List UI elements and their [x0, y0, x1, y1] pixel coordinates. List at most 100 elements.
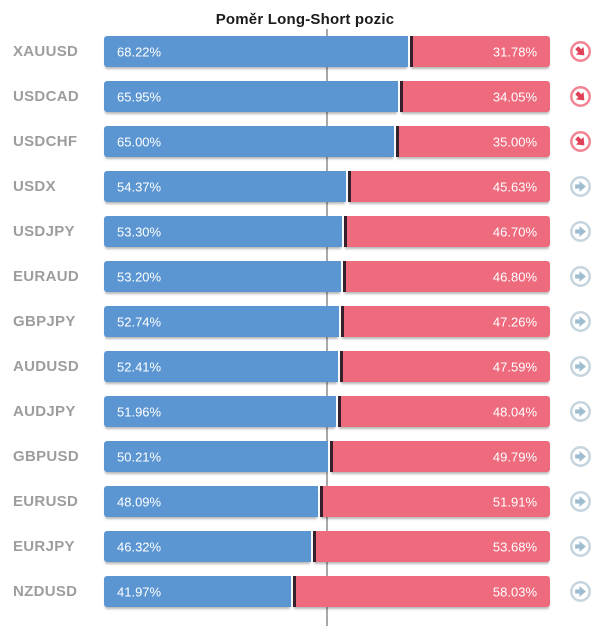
long-bar-segment: 68.22% [104, 36, 409, 67]
pair-row: NZDUSD 41.97% 58.03% [0, 569, 610, 614]
arrow-circle-right-icon [569, 446, 591, 467]
short-bar-segment: 45.63% [348, 171, 550, 202]
pair-symbol-label: USDJPY [13, 223, 75, 240]
pair-row: USDJPY 53.30% 46.70% [0, 209, 610, 254]
pair-row: GBPJPY 52.74% 47.26% [0, 299, 610, 344]
short-bar-segment: 53.68% [312, 531, 550, 562]
ratio-bar: 50.21% 49.79% [104, 441, 550, 472]
arrow-circle-right-icon [569, 356, 591, 377]
short-bar-segment: 47.59% [339, 351, 550, 382]
pair-symbol-label: AUDUSD [13, 358, 79, 375]
long-bar-segment: 48.09% [104, 486, 319, 517]
trend-icon-button[interactable] [550, 310, 610, 333]
long-percent-label: 53.30% [117, 224, 162, 239]
short-bar-segment: 48.04% [337, 396, 550, 427]
long-percent-label: 52.74% [117, 314, 162, 329]
trend-icon-button[interactable] [550, 580, 610, 603]
long-percent-label: 65.00% [117, 134, 162, 149]
long-bar-segment: 53.20% [104, 261, 342, 292]
ratio-bar: 65.00% 35.00% [104, 126, 550, 157]
long-percent-label: 54.37% [117, 179, 162, 194]
long-percent-label: 46.32% [117, 539, 162, 554]
ratio-bar: 52.74% 47.26% [104, 306, 550, 337]
long-bar-segment: 52.74% [104, 306, 340, 337]
short-bar-segment: 34.05% [400, 81, 550, 112]
trend-icon-button[interactable] [550, 400, 610, 423]
ratio-bar: 65.95% 34.05% [104, 81, 550, 112]
long-short-ratio-chart: Poměr Long-Short pozic XAUUSD 68.22% 31.… [0, 11, 610, 626]
arrow-circle-right-icon [569, 401, 591, 422]
ratio-bar: 53.20% 46.80% [104, 261, 550, 292]
ratio-bar: 68.22% 31.78% [104, 36, 550, 67]
long-percent-label: 51.96% [117, 404, 162, 419]
pair-row: AUDUSD 52.41% 47.59% [0, 344, 610, 389]
arrow-circle-right-icon [569, 581, 591, 602]
pair-symbol-label: XAUUSD [13, 43, 79, 60]
ratio-bar: 54.37% 45.63% [104, 171, 550, 202]
pair-row: XAUUSD 68.22% 31.78% [0, 29, 610, 74]
long-percent-label: 50.21% [117, 449, 162, 464]
pair-symbol-label: USDCAD [13, 88, 79, 105]
pair-symbol-label: GBPUSD [13, 448, 79, 465]
chart-title: Poměr Long-Short pozic [215, 11, 395, 28]
arrow-circle-right-icon [569, 221, 591, 242]
arrow-circle-down-right-icon [569, 131, 591, 152]
trend-icon-button[interactable] [550, 130, 610, 153]
trend-icon-button[interactable] [550, 85, 610, 108]
long-bar-segment: 52.41% [104, 351, 338, 382]
trend-icon-button[interactable] [550, 445, 610, 468]
long-percent-label: 53.20% [117, 269, 162, 284]
short-bar-segment: 47.26% [341, 306, 550, 337]
ratio-bar: 48.09% 51.91% [104, 486, 550, 517]
ratio-bar: 53.30% 46.70% [104, 216, 550, 247]
trend-icon-button[interactable] [550, 535, 610, 558]
pair-symbol-label: EURUSD [13, 493, 79, 510]
pair-row: EURAUD 53.20% 46.80% [0, 254, 610, 299]
pair-symbol-label: NZDUSD [13, 583, 78, 600]
short-bar-segment: 46.70% [343, 216, 550, 247]
long-percent-label: 52.41% [117, 359, 162, 374]
short-bar-segment: 49.79% [329, 441, 550, 472]
trend-icon-button[interactable] [550, 355, 610, 378]
pair-symbol-label: USDX [13, 178, 56, 195]
short-percent-label: 48.04% [492, 404, 537, 419]
pair-row: AUDJPY 51.96% 48.04% [0, 389, 610, 434]
short-bar-segment: 31.78% [410, 36, 550, 67]
long-percent-label: 48.09% [117, 494, 162, 509]
trend-icon-button[interactable] [550, 265, 610, 288]
short-percent-label: 47.59% [492, 359, 537, 374]
trend-icon-button[interactable] [550, 490, 610, 513]
pair-symbol-label: EURJPY [13, 538, 75, 555]
long-bar-segment: 50.21% [104, 441, 328, 472]
trend-icon-button[interactable] [550, 40, 610, 63]
ratio-bar: 41.97% 58.03% [104, 576, 550, 607]
pair-row: USDCAD 65.95% 34.05% [0, 74, 610, 119]
long-bar-segment: 46.32% [104, 531, 311, 562]
pair-row: EURUSD 48.09% 51.91% [0, 479, 610, 524]
ratio-bar: 52.41% 47.59% [104, 351, 550, 382]
ratio-bar: 46.32% 53.68% [104, 531, 550, 562]
long-percent-label: 68.22% [117, 44, 162, 59]
short-percent-label: 46.80% [492, 269, 537, 284]
short-percent-label: 53.68% [492, 539, 537, 554]
pair-row: USDCHF 65.00% 35.00% [0, 119, 610, 164]
pair-row: USDX 54.37% 45.63% [0, 164, 610, 209]
short-percent-label: 34.05% [492, 89, 537, 104]
short-percent-label: 51.91% [492, 494, 537, 509]
arrow-circle-right-icon [569, 491, 591, 512]
arrow-circle-right-icon [569, 536, 591, 557]
long-percent-label: 41.97% [117, 584, 162, 599]
long-bar-segment: 65.95% [104, 81, 399, 112]
short-percent-label: 31.78% [492, 44, 537, 59]
long-bar-segment: 65.00% [104, 126, 394, 157]
short-percent-label: 46.70% [492, 224, 537, 239]
trend-icon-button[interactable] [550, 175, 610, 198]
short-bar-segment: 58.03% [293, 576, 550, 607]
arrow-circle-down-right-icon [569, 86, 591, 107]
arrow-circle-right-icon [569, 311, 591, 332]
trend-icon-button[interactable] [550, 220, 610, 243]
short-percent-label: 45.63% [492, 179, 537, 194]
pair-symbol-label: EURAUD [13, 268, 79, 285]
ratio-bar: 51.96% 48.04% [104, 396, 550, 427]
long-bar-segment: 54.37% [104, 171, 347, 202]
